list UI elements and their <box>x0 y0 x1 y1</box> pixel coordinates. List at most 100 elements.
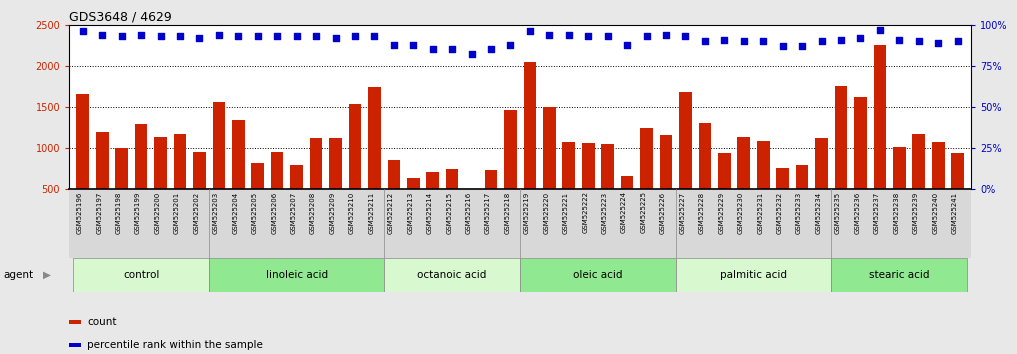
Text: oleic acid: oleic acid <box>574 270 622 280</box>
Bar <box>174 134 186 230</box>
Point <box>385 42 402 47</box>
Point <box>444 47 461 52</box>
Bar <box>874 45 886 230</box>
Point <box>677 34 694 39</box>
Bar <box>951 153 964 230</box>
Point <box>249 34 265 39</box>
Point <box>74 29 91 34</box>
Point <box>347 34 363 39</box>
Text: count: count <box>87 317 117 327</box>
Point <box>327 35 344 41</box>
Bar <box>135 124 147 230</box>
Bar <box>485 171 497 230</box>
Bar <box>893 147 905 230</box>
Point <box>289 34 305 39</box>
Text: GSM525214: GSM525214 <box>427 192 432 234</box>
Bar <box>368 86 380 230</box>
Bar <box>699 123 711 230</box>
Text: GSM525231: GSM525231 <box>758 192 763 234</box>
Point <box>366 34 382 39</box>
Text: GSM525212: GSM525212 <box>387 192 394 234</box>
Text: GSM525241: GSM525241 <box>952 192 958 234</box>
Point <box>891 37 907 42</box>
Point <box>950 38 966 44</box>
Point <box>308 34 324 39</box>
Point <box>775 43 791 49</box>
Text: GSM525209: GSM525209 <box>330 192 336 234</box>
Point <box>94 32 110 38</box>
Text: GSM525228: GSM525228 <box>699 192 705 234</box>
Bar <box>831 258 967 292</box>
Bar <box>387 160 400 230</box>
Point <box>153 34 169 39</box>
Text: GSM525210: GSM525210 <box>349 192 355 234</box>
Bar <box>445 169 459 230</box>
Bar <box>835 86 847 230</box>
Point <box>658 32 674 38</box>
Point <box>814 38 830 44</box>
Point <box>794 43 811 49</box>
Bar <box>504 110 517 230</box>
Text: GSM525196: GSM525196 <box>76 192 82 234</box>
Bar <box>562 142 576 230</box>
Text: GSM525229: GSM525229 <box>718 192 724 234</box>
Text: GSM525222: GSM525222 <box>583 192 588 233</box>
Bar <box>76 94 89 230</box>
Text: GSM525200: GSM525200 <box>155 192 161 234</box>
Point <box>502 42 519 47</box>
Bar <box>620 176 634 230</box>
Point <box>716 37 732 42</box>
Point <box>464 52 480 57</box>
Bar <box>932 142 945 230</box>
Text: GSM525236: GSM525236 <box>854 192 860 234</box>
Bar <box>912 134 925 230</box>
Point <box>580 34 596 39</box>
Point <box>270 34 286 39</box>
Point <box>833 37 849 42</box>
Text: GSM525234: GSM525234 <box>816 192 822 234</box>
Bar <box>660 135 672 230</box>
Text: GSM525225: GSM525225 <box>641 192 647 233</box>
Text: GSM525219: GSM525219 <box>524 192 530 234</box>
Text: GSM525232: GSM525232 <box>777 192 783 234</box>
Text: GSM525198: GSM525198 <box>116 192 122 234</box>
Text: control: control <box>123 270 160 280</box>
Text: GDS3648 / 4629: GDS3648 / 4629 <box>69 11 172 24</box>
Point <box>639 34 655 39</box>
Point <box>133 32 149 38</box>
Bar <box>601 144 614 230</box>
Point <box>600 34 616 39</box>
Point <box>483 47 499 52</box>
Bar <box>718 153 730 230</box>
Text: GSM525221: GSM525221 <box>562 192 569 234</box>
Bar <box>776 168 789 230</box>
Text: GSM525207: GSM525207 <box>291 192 297 234</box>
Text: stearic acid: stearic acid <box>870 270 930 280</box>
Bar <box>115 148 128 230</box>
Point <box>755 38 771 44</box>
Text: GSM525239: GSM525239 <box>912 192 918 234</box>
Point <box>697 38 713 44</box>
Bar <box>310 138 322 230</box>
Bar <box>675 258 831 292</box>
Point <box>405 42 421 47</box>
Text: GSM525217: GSM525217 <box>485 192 491 234</box>
Text: GSM525238: GSM525238 <box>893 192 899 234</box>
Text: GSM525218: GSM525218 <box>504 192 511 234</box>
Bar <box>155 137 167 230</box>
Bar <box>210 258 384 292</box>
Text: agent: agent <box>3 270 34 280</box>
Text: palmitic acid: palmitic acid <box>720 270 787 280</box>
Text: GSM525226: GSM525226 <box>660 192 666 234</box>
Text: GSM525240: GSM525240 <box>933 192 939 234</box>
Text: GSM525197: GSM525197 <box>97 192 102 234</box>
Bar <box>290 165 303 230</box>
Text: percentile rank within the sample: percentile rank within the sample <box>87 340 263 350</box>
Point <box>910 38 926 44</box>
Point <box>114 34 130 39</box>
Text: GSM525208: GSM525208 <box>310 192 316 234</box>
Text: GSM525237: GSM525237 <box>874 192 880 234</box>
Text: GSM525230: GSM525230 <box>737 192 743 234</box>
Text: GSM525204: GSM525204 <box>232 192 238 234</box>
Text: GSM525211: GSM525211 <box>368 192 374 234</box>
